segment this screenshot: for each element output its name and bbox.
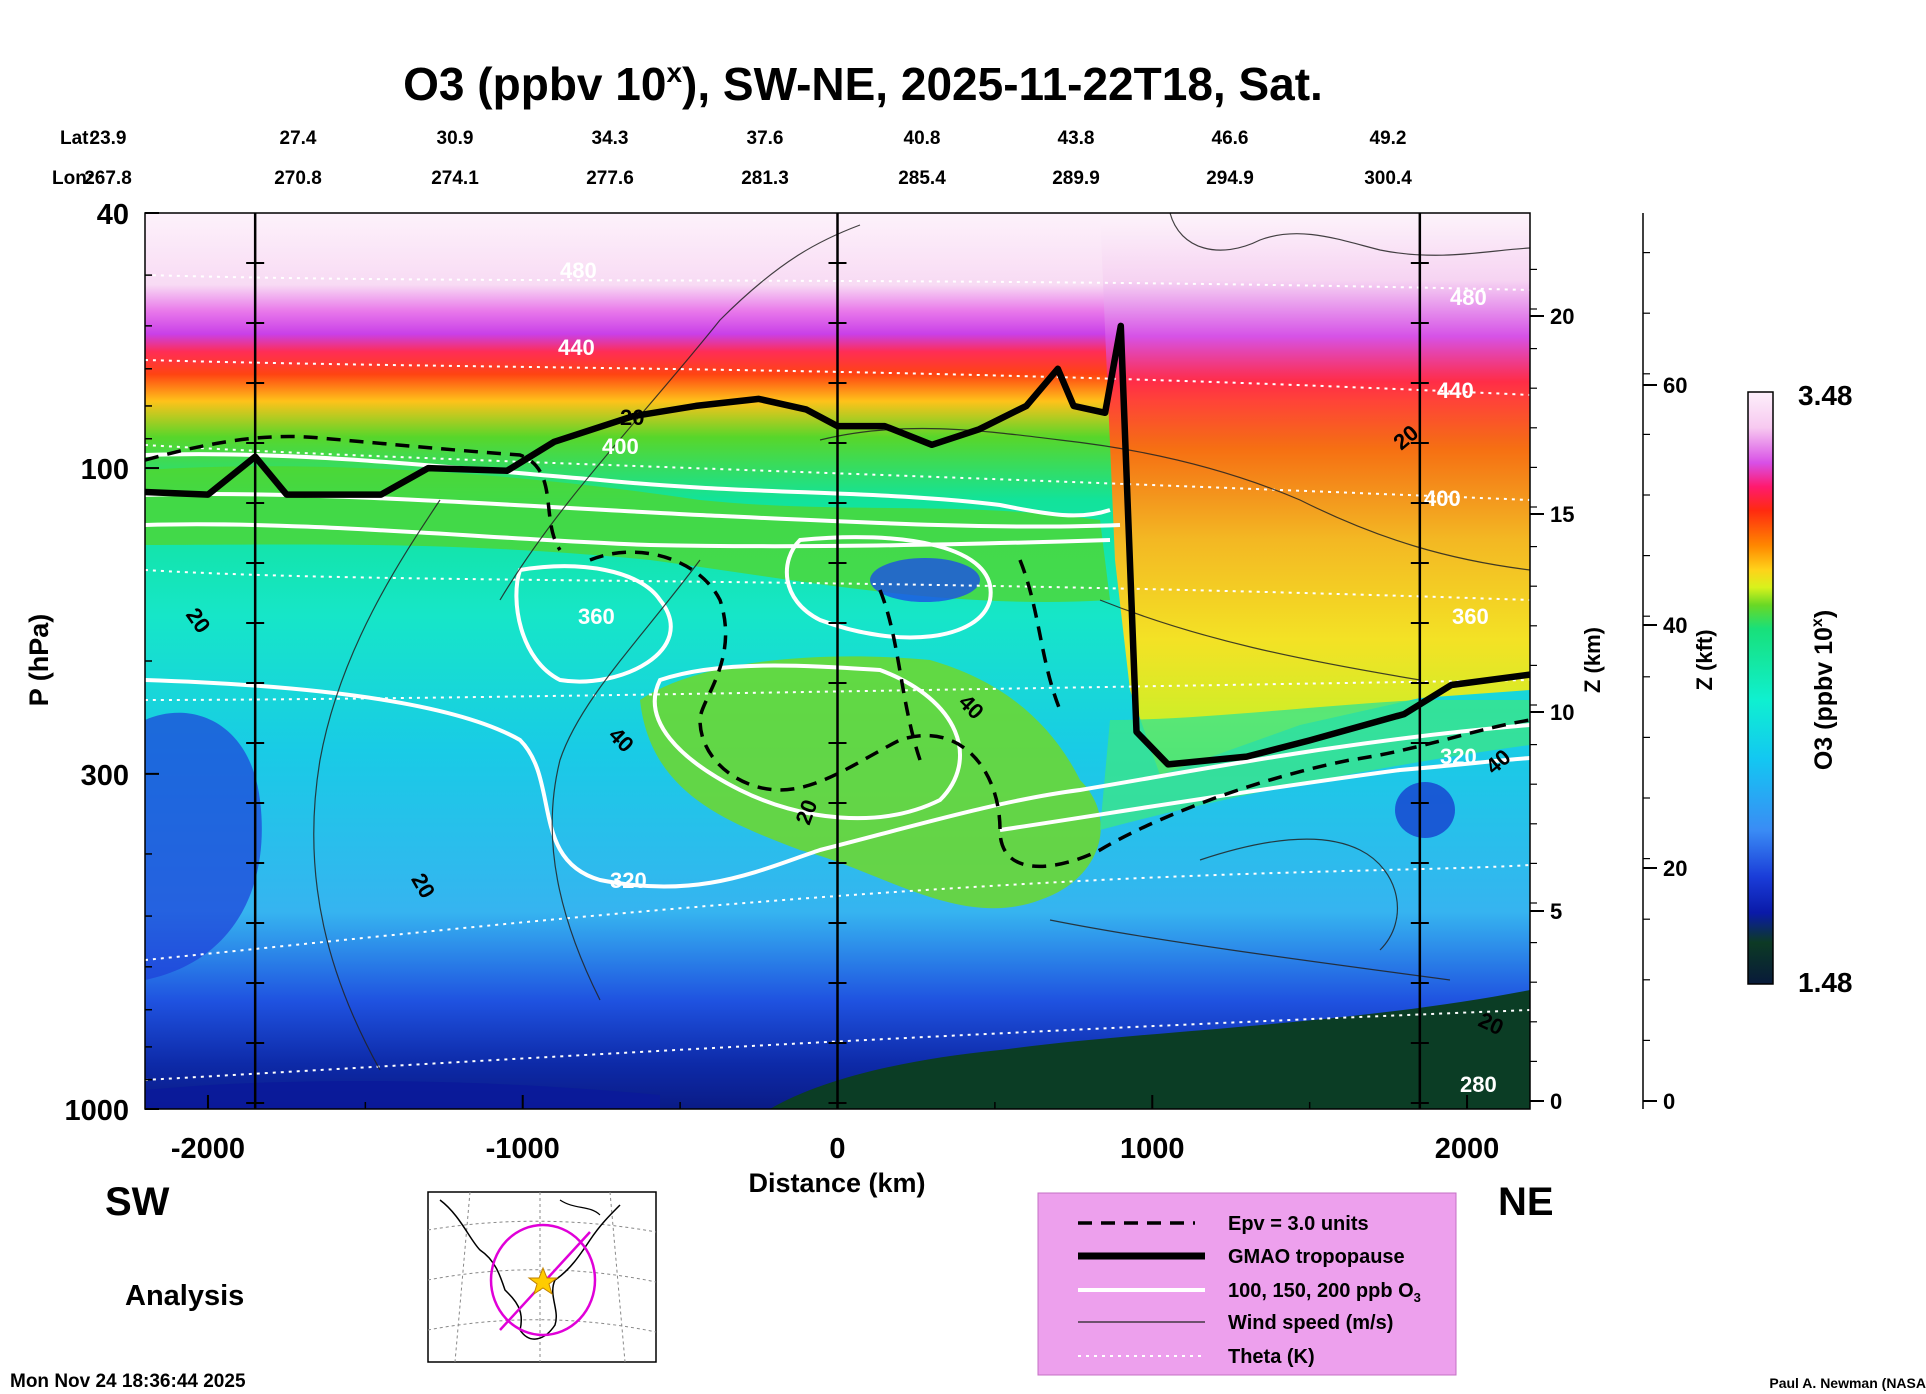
lon-value: 294.9 bbox=[1206, 168, 1254, 189]
colorbar-label: O3 (ppbv 10x) bbox=[1809, 610, 1838, 770]
y-axis-label: P (hPa) bbox=[24, 614, 54, 707]
lat-value: 40.8 bbox=[904, 128, 941, 149]
legend-ozone-ppb: 100, 150, 200 ppb O3 bbox=[1228, 1280, 1421, 1305]
x-tick-label: -2000 bbox=[171, 1133, 245, 1165]
ne-label: NE bbox=[1498, 1180, 1554, 1224]
lon-values: 267.8 270.8 274.1 277.6 281.3 285.4 289.9 294.9… bbox=[84, 168, 1412, 189]
theta-label-360: 360 bbox=[578, 604, 615, 629]
z-kft-tick-label: 0 bbox=[1663, 1089, 1675, 1114]
lat-value: 27.4 bbox=[280, 128, 317, 149]
x-axis-label: Distance (km) bbox=[748, 1168, 925, 1198]
y-tick-label: 40 bbox=[97, 199, 129, 231]
epv-contours bbox=[145, 434, 1530, 869]
colorbar-min: 1.48 bbox=[1798, 967, 1853, 998]
colorbar-max: 3.48 bbox=[1798, 380, 1853, 411]
z-km-tick-label: 15 bbox=[1550, 502, 1574, 527]
z-kft-tick-label: 60 bbox=[1663, 373, 1687, 398]
x-tick-label: -1000 bbox=[486, 1133, 560, 1165]
theta-label-480-east: 480 bbox=[1450, 285, 1487, 310]
lon-value: 289.9 bbox=[1052, 168, 1100, 189]
sw-label: SW bbox=[105, 1180, 170, 1224]
z-kft-axis-label: Z (kft) bbox=[1692, 629, 1717, 690]
credit: Paul A. Newman (NASA bbox=[1769, 1375, 1926, 1391]
y-tick-label: 1000 bbox=[64, 1095, 129, 1127]
lat-value: 30.9 bbox=[437, 128, 474, 149]
legend-theta: Theta (K) bbox=[1228, 1346, 1315, 1368]
lon-row-label: Lon: bbox=[52, 168, 93, 189]
legend-wind: Wind speed (m/s) bbox=[1228, 1312, 1393, 1334]
z-km-tick-label: 0 bbox=[1550, 1089, 1562, 1114]
timestamp: Mon Nov 24 18:36:44 2025 bbox=[10, 1371, 246, 1392]
z-km-tick-label: 5 bbox=[1550, 899, 1562, 924]
theta-label-320-east: 320 bbox=[1440, 744, 1477, 769]
lon-value: 267.8 bbox=[84, 168, 132, 189]
theta-label-400-east: 400 bbox=[1424, 486, 1461, 511]
y-tick-label: 100 bbox=[81, 454, 129, 486]
lat-value: 49.2 bbox=[1370, 128, 1407, 149]
lon-value: 274.1 bbox=[431, 168, 479, 189]
lon-value: 277.6 bbox=[586, 168, 634, 189]
z-km-axis-label: Z (km) bbox=[1580, 627, 1605, 693]
lat-value: 23.9 bbox=[90, 128, 127, 149]
theta-label-400: 400 bbox=[602, 434, 639, 459]
lat-value: 46.6 bbox=[1212, 128, 1249, 149]
z-kft-axis: 0 20 40 60 bbox=[1642, 213, 1687, 1114]
colorbar: 3.48 1.48 O3 (ppbv 10x) bbox=[1747, 380, 1853, 998]
x-tick-label: 0 bbox=[829, 1133, 845, 1165]
lat-value: 34.3 bbox=[592, 128, 629, 149]
theta-label-440-east: 440 bbox=[1437, 378, 1474, 403]
z-kft-tick-label: 20 bbox=[1663, 856, 1687, 881]
wind-label-20-top: 20 bbox=[620, 405, 644, 430]
z-km-tick-label: 10 bbox=[1550, 700, 1574, 725]
lon-value: 300.4 bbox=[1364, 168, 1412, 189]
legend: Epv = 3.0 units GMAO tropopause 100, 150… bbox=[1037, 1192, 1457, 1376]
wind-speed-contours bbox=[313, 213, 1530, 1071]
lat-value: 43.8 bbox=[1058, 128, 1095, 149]
theta-contours bbox=[145, 274, 1530, 1081]
theta-label-320: 320 bbox=[610, 868, 647, 893]
y-axis: 40 100 300 1000 bbox=[64, 199, 159, 1127]
legend-tropopause: GMAO tropopause bbox=[1228, 1246, 1405, 1268]
x-tick-label: 1000 bbox=[1120, 1133, 1185, 1165]
x-tick-label: 2000 bbox=[1435, 1133, 1500, 1165]
z-kft-tick-label: 40 bbox=[1663, 613, 1687, 638]
lat-lon-vertical-lines bbox=[246, 213, 1429, 1109]
z-km-tick-label: 20 bbox=[1550, 304, 1574, 329]
lat-value: 37.6 bbox=[747, 128, 784, 149]
theta-label-360-east: 360 bbox=[1452, 604, 1489, 629]
chart-title: O3 (ppbv 10x), SW-NE, 2025-11-22T18, Sat… bbox=[403, 57, 1323, 110]
theta-label-280: 280 bbox=[1460, 1072, 1497, 1097]
locator-map-inset bbox=[427, 1191, 657, 1363]
lat-row-label: Lat: bbox=[60, 128, 95, 149]
x-axis: -2000 -1000 0 1000 2000 bbox=[171, 1095, 1499, 1165]
y-tick-label: 300 bbox=[81, 760, 129, 792]
analysis-label: Analysis bbox=[125, 1280, 244, 1312]
theta-label-480: 480 bbox=[560, 258, 597, 283]
lon-value: 285.4 bbox=[898, 168, 946, 189]
theta-label-440: 440 bbox=[558, 335, 595, 360]
lon-value: 281.3 bbox=[741, 168, 789, 189]
legend-epv: Epv = 3.0 units bbox=[1228, 1213, 1369, 1235]
lat-values: 23.9 27.4 30.9 34.3 37.6 40.8 43.8 46.6 49.2 bbox=[90, 128, 1407, 149]
lon-value: 270.8 bbox=[274, 168, 322, 189]
gmao-tropopause-line bbox=[145, 322, 1530, 768]
z-km-axis: 0 5 10 15 20 bbox=[1530, 268, 1574, 1114]
